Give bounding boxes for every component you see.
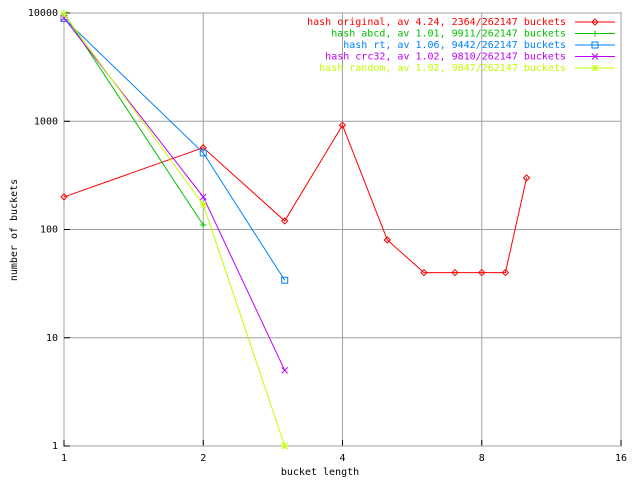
point-marker bbox=[199, 143, 207, 152]
point-marker bbox=[200, 222, 207, 229]
series-line bbox=[63, 13, 204, 226]
point-marker bbox=[199, 193, 207, 201]
point-marker bbox=[281, 276, 289, 284]
legend-marker bbox=[591, 41, 599, 49]
legend-marker bbox=[591, 53, 599, 60]
point-marker bbox=[280, 217, 289, 225]
y-tick-label: 10 bbox=[46, 333, 58, 344]
y-tick-label: 1000 bbox=[34, 116, 58, 127]
point-marker bbox=[60, 10, 68, 18]
legend-label: hash crc32, av 1.02, 9810/262147 buckets bbox=[325, 52, 566, 63]
series-line bbox=[63, 17, 286, 371]
x-tick-label: 2 bbox=[200, 453, 206, 464]
point-marker bbox=[420, 268, 428, 277]
point-marker bbox=[199, 149, 207, 157]
point-marker bbox=[478, 268, 486, 277]
x-tick-label: 16 bbox=[615, 453, 627, 464]
point-marker bbox=[383, 236, 392, 244]
point-marker bbox=[199, 201, 207, 208]
legend-label: hash random, av 1.02, 9847/262147 bucket… bbox=[319, 63, 566, 74]
legend-label: hash rt, av 1.06, 9442/262147 buckets bbox=[343, 40, 566, 51]
legend-marker bbox=[591, 18, 599, 26]
legend-label: hash abcd, av 1.01, 9911/262147 buckets bbox=[331, 29, 566, 40]
x-tick-label: 8 bbox=[479, 453, 485, 464]
y-tick-label: 1 bbox=[52, 441, 58, 452]
point-marker bbox=[451, 268, 459, 277]
legend-marker bbox=[592, 30, 598, 37]
y-tick-label: 100 bbox=[40, 225, 58, 236]
x-axis-label: bucket length bbox=[281, 467, 359, 478]
series-line bbox=[63, 124, 528, 274]
y-axis-label: number of buckets bbox=[9, 179, 20, 281]
legend-marker bbox=[591, 64, 599, 72]
x-tick-label: 4 bbox=[339, 453, 345, 464]
x-tick-label: 1 bbox=[61, 453, 67, 464]
point-marker bbox=[281, 366, 289, 374]
point-marker bbox=[60, 193, 68, 201]
point-marker bbox=[501, 268, 510, 277]
y-tick-label: 10000 bbox=[28, 8, 58, 19]
point-marker bbox=[522, 174, 531, 182]
point-marker bbox=[338, 121, 347, 129]
point-marker bbox=[281, 442, 289, 450]
legend-label: hash original, av 4.24, 2364/262147 buck… bbox=[307, 17, 566, 28]
series-line bbox=[63, 18, 286, 281]
